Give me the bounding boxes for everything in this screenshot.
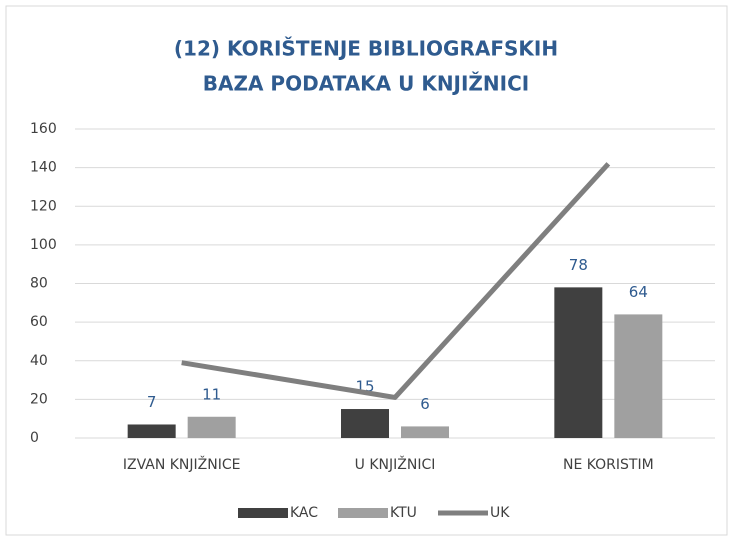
y-tick-label: 100 (30, 237, 57, 253)
legend-label: UK (490, 505, 510, 521)
legend-swatch (238, 508, 288, 518)
y-tick-label: 0 (30, 430, 39, 446)
bar (401, 426, 449, 438)
data-label: 64 (629, 283, 648, 301)
chart-title: (12) KORIŠTENJE BIBLIOGRAFSKIH (174, 37, 558, 61)
bar (127, 424, 176, 438)
x-tick-label: IZVAN KNJIŽNICE (123, 455, 241, 473)
chart-title: BAZA PODATAKA U KNJIŽNICI (203, 72, 529, 96)
x-tick-label: NE KORISTIM (563, 457, 654, 473)
bar (341, 409, 389, 438)
y-tick-label: 40 (30, 353, 48, 369)
bar (554, 287, 603, 438)
bar (187, 416, 236, 438)
data-label: 78 (569, 256, 588, 274)
x-tick-label: U KNJIŽNICI (355, 455, 436, 473)
bar (614, 314, 663, 438)
y-tick-label: 80 (30, 276, 48, 292)
chart-border (5, 5, 728, 536)
legend-label: KTU (390, 505, 417, 521)
data-label: 11 (202, 385, 221, 403)
y-tick-label: 120 (30, 198, 57, 214)
line (181, 162, 611, 400)
legend-label: KAC (290, 505, 318, 521)
y-tick-label: 160 (30, 121, 57, 137)
y-tick-label: 140 (30, 160, 57, 176)
y-tick-label: 20 (30, 391, 48, 407)
data-label: 7 (147, 393, 157, 411)
data-label: 6 (420, 395, 430, 413)
y-tick-label: 60 (30, 314, 48, 330)
legend-swatch (338, 508, 388, 518)
